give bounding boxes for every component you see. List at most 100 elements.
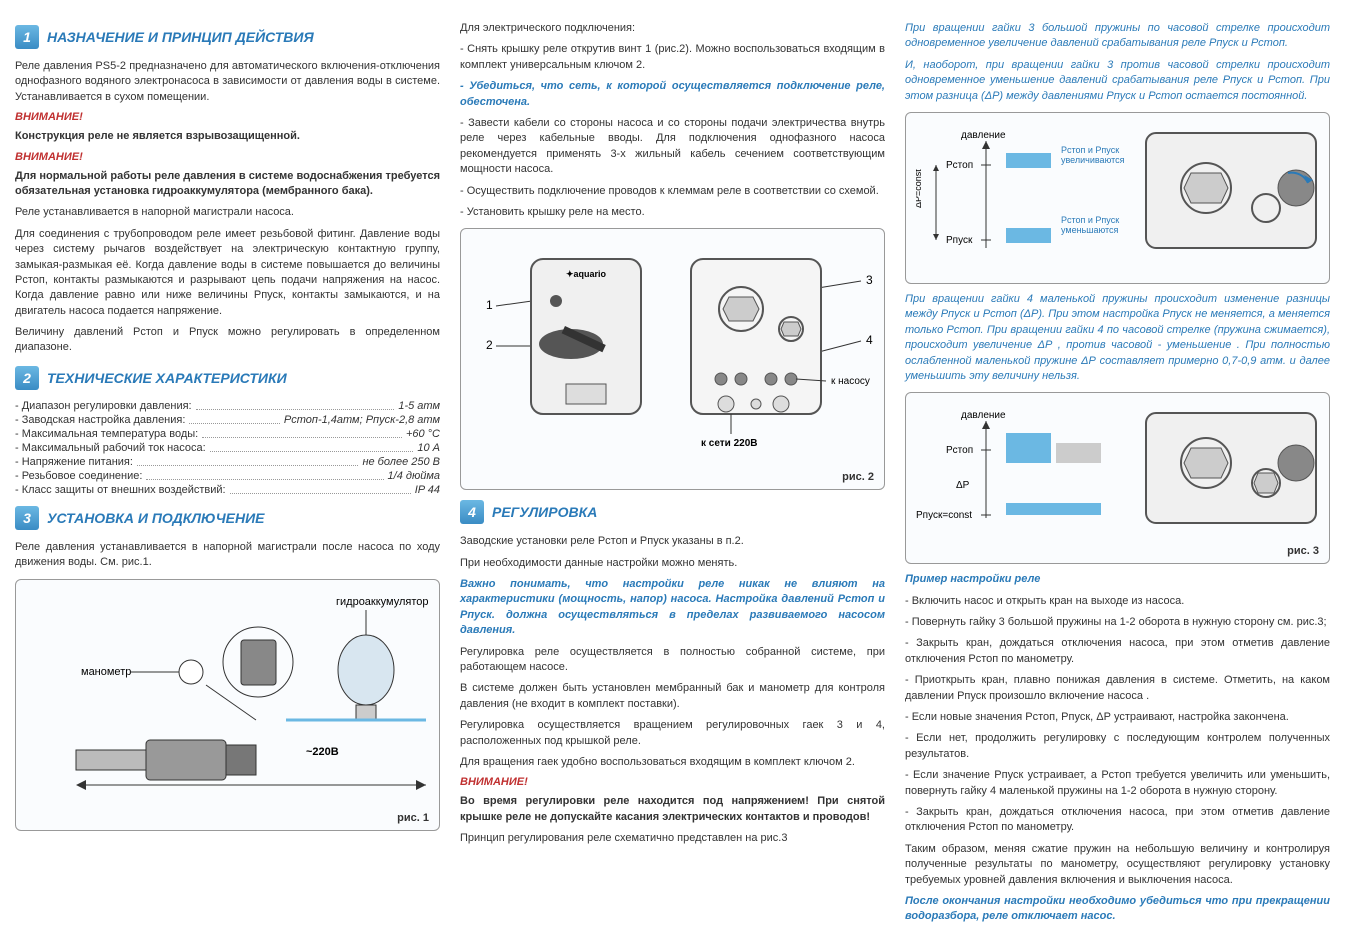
column-3: При вращении гайки 3 большой пружины по … <box>905 15 1330 931</box>
fig3a-start: Рпуск <box>946 235 973 246</box>
fig2-label-pump: к насосу <box>831 376 870 387</box>
spec-value: +60 °С <box>406 428 440 440</box>
column-2: Для электрического подключения: - Снять … <box>460 15 885 931</box>
page-columns: 1 НАЗНАЧЕНИЕ И ПРИНЦИП ДЕЙСТВИЯ Реле дав… <box>15 15 1330 931</box>
section-title: РЕГУЛИРОВКА <box>492 504 597 520</box>
spec-value: 1-5 атм <box>398 400 440 412</box>
example-step: - Закрыть кран, дождаться отключения нас… <box>905 805 1330 836</box>
section-title: ТЕХНИЧЕСКИЕ ХАРАКТЕРИСТИКИ <box>47 370 287 386</box>
para-highlight: Важно понимать, что настройки реле никак… <box>460 577 885 639</box>
svg-text:увеличиваются: увеличиваются <box>1061 155 1125 165</box>
fig2-diagram: 1 2 ✦aquario 3 4 к насосу к сети 220В <box>471 239 874 454</box>
para: Регулировка реле осуществляется в полнос… <box>460 645 885 676</box>
fig3a-stop: Рстоп <box>946 160 973 171</box>
figure-1: гидроаккумулятор манометр ~220В рис. 1 <box>15 579 440 831</box>
spec-value: 10 А <box>417 442 440 454</box>
fig1-label-hydro: гидроаккумулятор <box>336 596 429 608</box>
fig2-num-2: 2 <box>486 338 493 352</box>
example-step: - Включить насос и открыть кран на выход… <box>905 594 1330 609</box>
spec-label: - Класс защиты от внешних воздействий: <box>15 484 226 496</box>
fig3b-dp: ΔР <box>956 480 970 491</box>
example-step: - Закрыть кран, дождаться отключения нас… <box>905 636 1330 667</box>
warning-label: ВНИМАНИЕ! <box>15 111 440 123</box>
column-1: 1 НАЗНАЧЕНИЕ И ПРИНЦИП ДЕЙСТВИЯ Реле дав… <box>15 15 440 931</box>
para: При необходимости данные настройки можно… <box>460 556 885 571</box>
section-number: 4 <box>460 500 484 524</box>
fig1-label-mano: манометр <box>81 666 131 678</box>
warning-label: ВНИМАНИЕ! <box>15 151 440 163</box>
example-step: - Приоткрыть кран, плавно понижая давлен… <box>905 673 1330 704</box>
spec-value: не более 250 В <box>362 456 440 468</box>
para: - Осуществить подключение проводов к кле… <box>460 184 885 199</box>
warning-text: Для нормальной работы реле давления в си… <box>15 169 440 200</box>
spec-row: - Класс защиты от внешних воздействий: IP… <box>15 484 440 496</box>
para: Реле давления PS5-2 предназначено для ав… <box>15 59 440 105</box>
fig1-caption: рис. 1 <box>397 812 429 824</box>
figure-2: 1 2 ✦aquario 3 4 к насосу к сети 220В ри… <box>460 228 885 490</box>
section-4-header: 4 РЕГУЛИРОВКА <box>460 500 885 524</box>
fig3a-diagram: давление Рстоп Рпуск ΔР=const Рстоп и Рп… <box>916 123 1319 263</box>
para: Для вращения гаек удобно воспользоваться… <box>460 755 885 770</box>
fig2-num-4: 4 <box>866 333 873 347</box>
para: Таким образом, меняя сжатие пружин на не… <box>905 842 1330 888</box>
para: - Завести кабели со стороны насоса и со … <box>460 116 885 178</box>
fig1-label-volt: ~220В <box>306 746 339 758</box>
spec-label: - Максимальный рабочий ток насоса: <box>15 442 206 454</box>
spec-row: - Заводская настройка давления: Рстоп-1,4… <box>15 414 440 426</box>
blue-para: При вращении гайки 3 большой пружины по … <box>905 21 1330 52</box>
spec-label: - Заводская настройка давления: <box>15 414 185 426</box>
fig3b-diagram: давление Рстоп ΔР Рпуск=const <box>916 403 1319 533</box>
para: В системе должен быть установлен мембран… <box>460 681 885 712</box>
figure-3a: давление Рстоп Рпуск ΔР=const Рстоп и Рп… <box>905 112 1330 284</box>
section-number: 1 <box>15 25 39 49</box>
spec-value: IP 44 <box>415 484 440 496</box>
example-title: Пример настройки реле <box>905 572 1330 587</box>
section-title: НАЗНАЧЕНИЕ И ПРИНЦИП ДЕЙСТВИЯ <box>47 29 314 45</box>
specs-list: - Диапазон регулировки давления:1-5 атм-… <box>15 400 440 496</box>
fig3a-dp: ΔР=const <box>916 169 923 208</box>
section-title: УСТАНОВКА И ПОДКЛЮЧЕНИЕ <box>47 510 265 526</box>
spec-row: - Диапазон регулировки давления: 1-5 атм <box>15 400 440 412</box>
section-3-header: 3 УСТАНОВКА И ПОДКЛЮЧЕНИЕ <box>15 506 440 530</box>
fig3b-caption: рис. 3 <box>1287 545 1319 557</box>
para: Реле устанавливается в напорной магистра… <box>15 205 440 220</box>
para: Для соединения с трубопроводом реле имее… <box>15 227 440 319</box>
example-step: - Если нет, продолжить регулировку с пос… <box>905 731 1330 762</box>
spec-label: - Диапазон регулировки давления: <box>15 400 192 412</box>
fig2-label-net: к сети 220В <box>701 438 758 449</box>
spec-label: - Напряжение питания: <box>15 456 133 468</box>
warning-label: ВНИМАНИЕ! <box>460 776 885 788</box>
spec-row: - Напряжение питания: не более 250 В <box>15 456 440 468</box>
example-step: - Если новые значения Рстоп, Рпуск, ΔР у… <box>905 710 1330 725</box>
fig2-num-3: 3 <box>866 273 873 287</box>
para: - Установить крышку реле на место. <box>460 205 885 220</box>
fig3b-start: Рпуск=const <box>916 510 972 521</box>
para: Регулировка осуществляется вращением рег… <box>460 718 885 749</box>
para-final: После окончания настройки необходимо убе… <box>905 894 1330 925</box>
spec-row: - Максимальный рабочий ток насоса: 10 А <box>15 442 440 454</box>
section-number: 2 <box>15 366 39 390</box>
spec-value: Рстоп-1,4атм; Рпуск-2,8 атм <box>284 414 440 426</box>
section-2-header: 2 ТЕХНИЧЕСКИЕ ХАРАКТЕРИСТИКИ <box>15 366 440 390</box>
example-step: - Повернуть гайку 3 большой пружины на 1… <box>905 615 1330 630</box>
blue-para: При вращении гайки 4 маленькой пружины п… <box>905 292 1330 384</box>
spec-label: - Максимальная температура воды: <box>15 428 198 440</box>
spec-label: - Резьбовое соединение: <box>15 470 142 482</box>
fig2-num-1: 1 <box>486 298 493 312</box>
fig1-diagram: гидроаккумулятор манометр ~220В <box>26 590 429 790</box>
para: Для электрического подключения: <box>460 21 885 36</box>
example-step: - Если значение Рпуск устраивает, а Рсто… <box>905 768 1330 799</box>
fig2-caption: рис. 2 <box>842 471 874 483</box>
para: - Снять крышку реле открутив винт 1 (рис… <box>460 42 885 73</box>
warning-text: Во время регулировки реле находится под … <box>460 794 885 825</box>
spec-row: - Резьбовое соединение: 1/4 дюйма <box>15 470 440 482</box>
section-1-header: 1 НАЗНАЧЕНИЕ И ПРИНЦИП ДЕЙСТВИЯ <box>15 25 440 49</box>
svg-text:✦aquario: ✦aquario <box>566 269 607 279</box>
fig3b-press: давление <box>961 410 1006 421</box>
para: Заводские установки реле Рстоп и Рпуск у… <box>460 534 885 549</box>
figure-3b: давление Рстоп ΔР Рпуск=const рис. 3 <box>905 392 1330 564</box>
spec-value: 1/4 дюйма <box>388 470 440 482</box>
fig3a-up: Рстоп и Рпуск <box>1061 145 1119 155</box>
spec-row: - Максимальная температура воды: +60 °С <box>15 428 440 440</box>
para: Реле давления устанавливается в напорной… <box>15 540 440 571</box>
